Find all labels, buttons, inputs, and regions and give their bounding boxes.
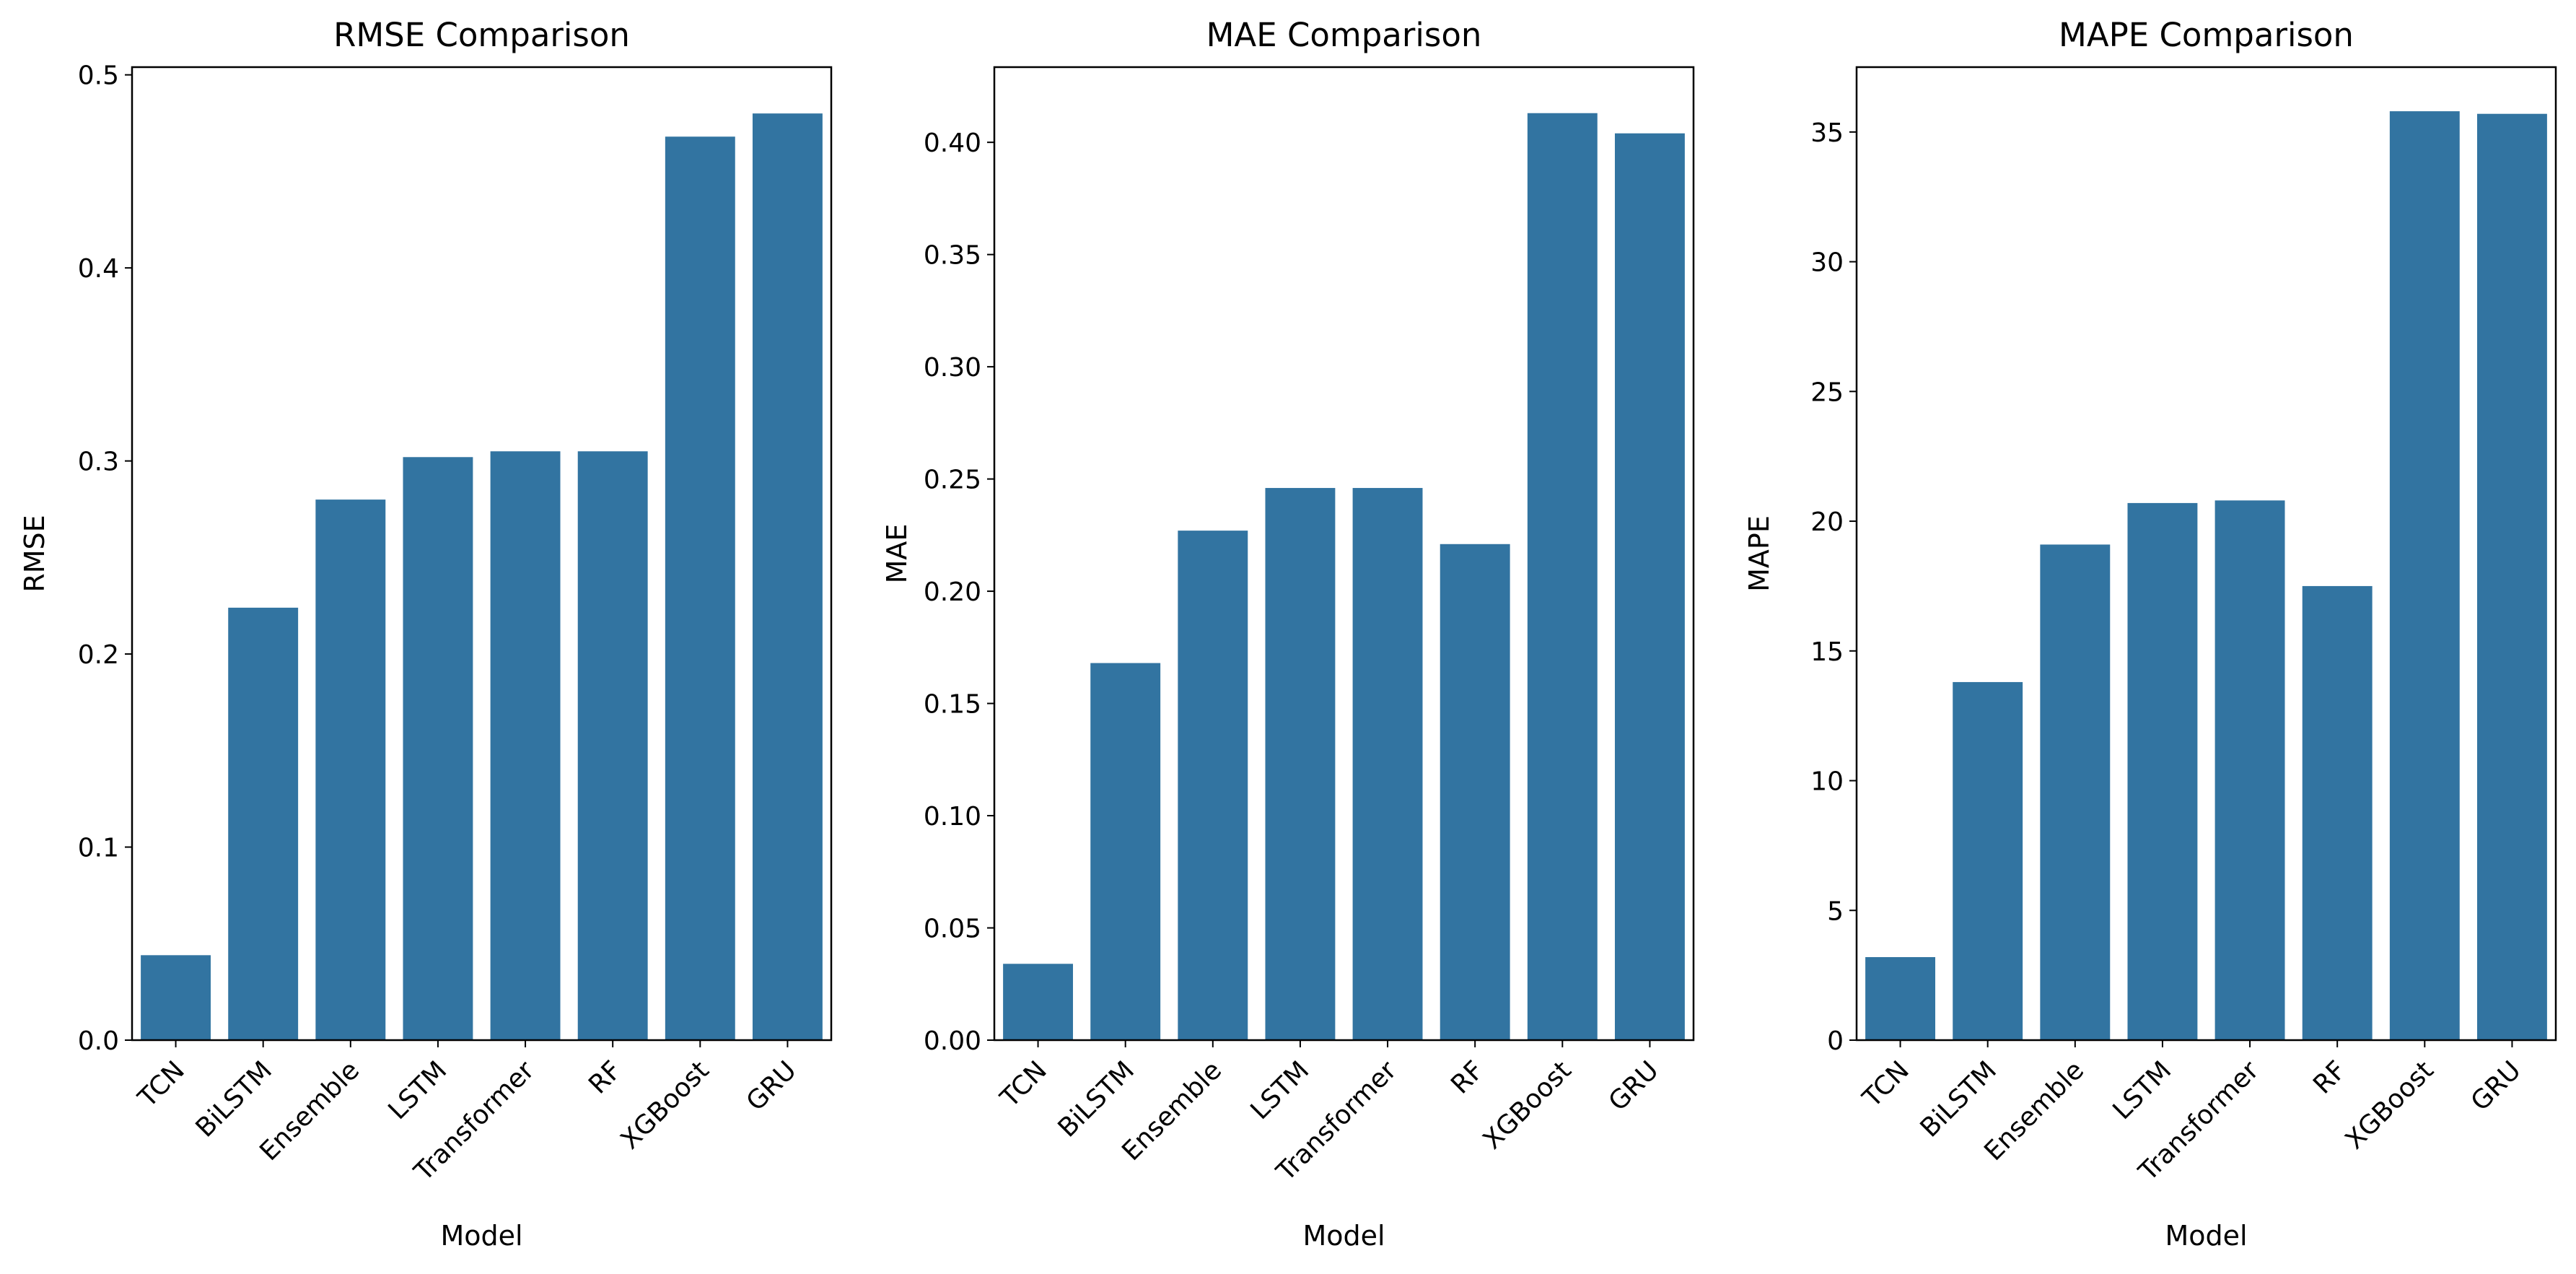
y-tick-label: 5 [1827,896,1844,926]
y-tick-label: 0.2 [78,640,119,670]
bar-lstm [403,457,473,1040]
y-tick-label: 20 [1810,507,1844,537]
bar-rf [577,451,648,1040]
plot-frame [993,66,1695,1042]
y-tick-label: 0.20 [924,577,981,607]
y-axis-label: MAPE [1743,515,1775,592]
y-tick-label: 25 [1810,378,1844,407]
y-tick-label: 0.4 [78,254,119,284]
y-tick-label: 0.30 [924,353,981,383]
y-tick-label: 0.25 [924,466,981,495]
bar-bilstm [1953,681,2023,1040]
x-axis-label: Model [1302,1220,1385,1252]
bar-xgboost [1527,113,1598,1041]
bar-bilstm [228,607,299,1040]
bar-tcn [1865,956,1936,1040]
y-tick-label: 35 [1810,118,1844,148]
bar-gru [2476,113,2547,1041]
bar-rf [2302,585,2373,1040]
y-tick-label: 30 [1810,248,1844,278]
y-axis-label: RMSE [19,515,51,592]
y-tick-label: 0.5 [78,61,119,91]
bar-xgboost [2389,111,2460,1040]
y-tick-label: 0 [1827,1026,1844,1056]
bar-tcn [141,955,211,1040]
plot-frame [1855,66,2557,1042]
y-tick-label: 0.15 [924,690,981,720]
y-tick-label: 0.35 [924,241,981,271]
y-tick-label: 0.10 [924,802,981,832]
bar-gru [1614,133,1685,1040]
plot-frame [131,66,833,1042]
bar-gru [752,113,823,1041]
y-tick-label: 0.05 [924,915,981,944]
y-tick-label: 0.3 [78,448,119,477]
y-tick-label: 10 [1810,767,1844,797]
bar-bilstm [1090,663,1161,1040]
bar-transformer [1352,488,1423,1040]
bar-ensemble [315,499,386,1040]
x-axis-label: Model [440,1220,522,1252]
bar-ensemble [1178,531,1248,1040]
bar-xgboost [665,136,735,1040]
bar-lstm [1265,488,1336,1040]
y-tick-label: 0.40 [924,128,981,158]
bar-ensemble [2040,544,2111,1040]
chart-title: MAE Comparison [1206,16,1482,54]
y-tick-label: 0.1 [78,834,119,863]
chart-title: MAPE Comparison [2059,16,2354,54]
y-tick-label: 0.00 [924,1026,981,1056]
x-axis-label: Model [2165,1220,2247,1252]
y-tick-label: 15 [1810,637,1844,667]
bar-transformer [2214,500,2285,1040]
bar-tcn [1003,964,1074,1040]
bar-rf [1440,544,1510,1040]
y-axis-label: MAE [881,524,913,584]
bar-transformer [490,451,561,1040]
bar-lstm [2127,502,2198,1040]
chart-title: RMSE Comparison [333,16,630,54]
y-tick-label: 0.0 [78,1026,119,1056]
